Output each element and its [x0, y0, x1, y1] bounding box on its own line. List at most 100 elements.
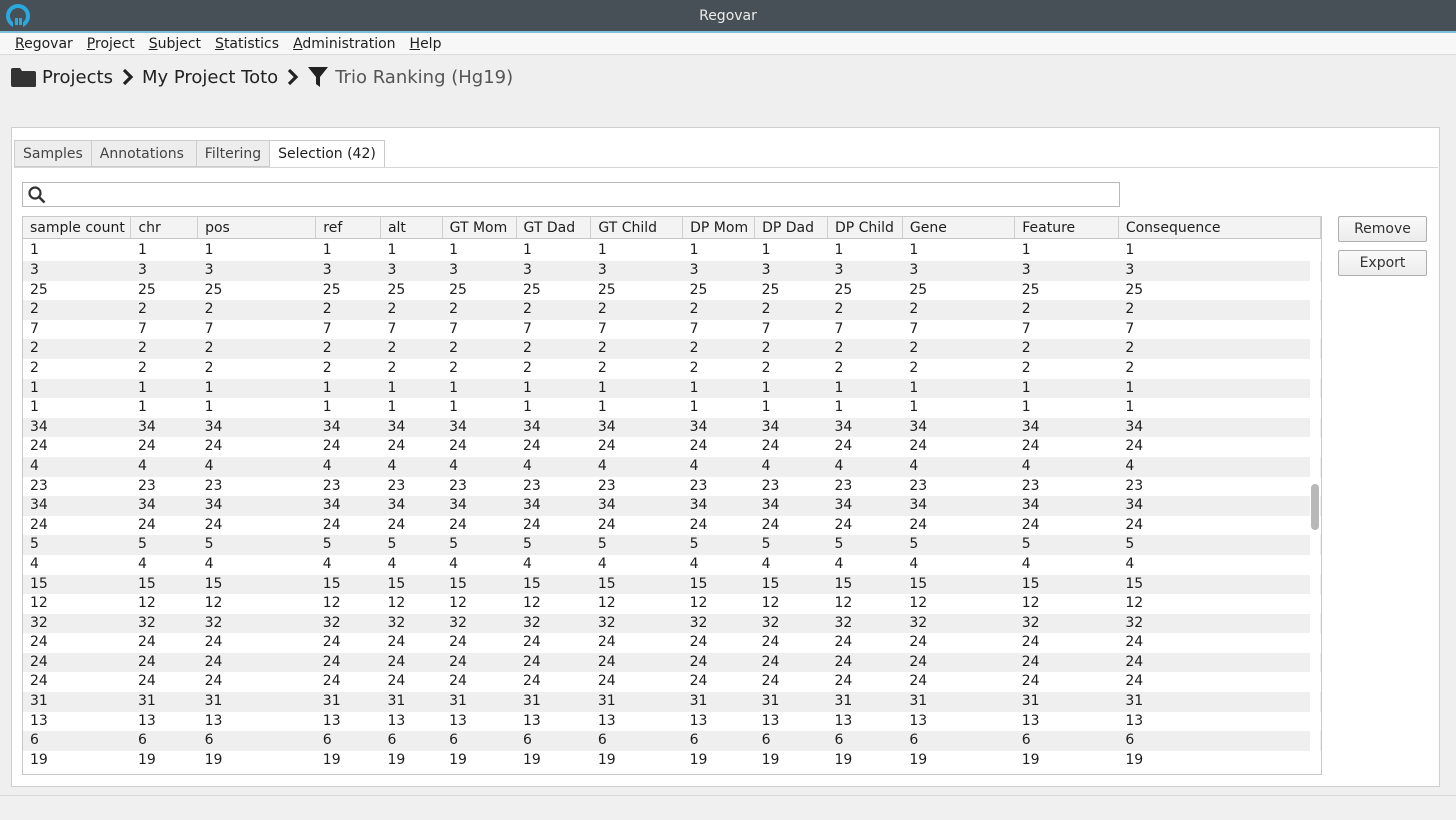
- table-cell: 31: [380, 692, 443, 712]
- table-cell: 25: [909, 281, 928, 298]
- column-header[interactable]: pos: [197, 217, 317, 239]
- menu-item[interactable]: Regovar: [8, 36, 80, 52]
- tab-selection[interactable]: Selection (42): [269, 140, 385, 168]
- table-cell: 24: [442, 652, 517, 673]
- column-header[interactable]: DP Mom: [682, 217, 756, 239]
- table-cell: 13: [834, 712, 853, 729]
- table-cell: 1: [197, 378, 316, 399]
- table-cell: 24: [387, 438, 406, 455]
- table-row[interactable]: 34 34 34 34 34 34 34 34 34 34 34 34 34 34: [23, 496, 1321, 516]
- scrollbar-thumb[interactable]: [1311, 484, 1319, 530]
- table-cell: 13: [689, 712, 708, 729]
- table-row[interactable]: 7 7 7 7 7 7 7 7 7 7 7 7 7 7: [23, 320, 1321, 340]
- column-header[interactable]: DP Child: [827, 217, 903, 239]
- column-header[interactable]: Gene: [902, 217, 1016, 239]
- table-cell: 19: [204, 751, 223, 768]
- search-input[interactable]: [48, 183, 1119, 206]
- table-cell: 34: [23, 417, 131, 438]
- table-cell: 25: [204, 281, 223, 298]
- column-header[interactable]: GT Dad: [516, 217, 592, 239]
- breadcrumb-projects[interactable]: Projects: [42, 66, 113, 88]
- menu-item[interactable]: Help: [403, 36, 449, 52]
- column-header[interactable]: alt: [380, 217, 443, 239]
- selection-table: sample count chr pos ref alt GT Mom GT Dad GT C…: [22, 216, 1322, 775]
- table-cell: 32: [197, 613, 316, 634]
- menu-item[interactable]: Project: [80, 36, 142, 52]
- table-cell: 2: [590, 300, 683, 320]
- table-row[interactable]: 24 24 24 24 24 24 24 24 24 24 24 24 24 24: [23, 633, 1321, 653]
- table-row[interactable]: 12 12 12 12 12 12 12 12 12 12 12 12 12 12: [23, 594, 1321, 614]
- table-row[interactable]: 19 19 19 19 19 19 19 19 19 19 19 19 19 19: [23, 751, 1321, 771]
- table-row[interactable]: 24 24 24 24 24 24 24 24 24 24 24 24 24 24: [23, 652, 1321, 673]
- table-cell: 4: [30, 555, 39, 572]
- table-cell: 5: [442, 535, 517, 555]
- table-cell: 24: [754, 652, 828, 673]
- table-cell: 24: [689, 634, 708, 651]
- table-row[interactable]: 24 24 24 24 24 24 24 24 24 24 24 24 24 24: [23, 437, 1321, 457]
- table-row[interactable]: 25 25 25 25 25 25 25 25 25 25 25 25 25 25: [23, 281, 1321, 301]
- table-cell: 6: [442, 731, 517, 751]
- column-header[interactable]: Consequence: [1118, 217, 1321, 239]
- table-cell: 13: [387, 712, 406, 729]
- table-row[interactable]: 23 23 23 23 23 23 23 23 23 23 23 23 23 23: [23, 477, 1321, 497]
- column-header[interactable]: GT Child: [590, 217, 684, 239]
- export-button[interactable]: Export: [1338, 250, 1427, 276]
- table-cell: 34: [23, 496, 131, 516]
- menu-item[interactable]: Subject: [142, 36, 208, 52]
- table-cell: 24: [834, 438, 853, 455]
- table-cell: 24: [761, 438, 780, 455]
- vertical-scrollbar[interactable]: [1310, 240, 1320, 774]
- table-cell: 1: [322, 242, 332, 258]
- table-cell: 24: [137, 673, 156, 690]
- table-cell: 2: [197, 339, 316, 359]
- remove-button[interactable]: Remove: [1338, 216, 1427, 242]
- table-row[interactable]: 15 15 15 15 15 15 15 15 15 15 15 15 15 15: [23, 574, 1321, 595]
- column-header[interactable]: DP Dad: [754, 217, 828, 239]
- table-cell: 24: [387, 634, 406, 651]
- table-cell: 25: [387, 281, 406, 298]
- table-cell: 34: [827, 496, 903, 516]
- table-cell: 24: [204, 516, 223, 533]
- table-row[interactable]: 13 13 13 13 13 13 13 13 13 13 13 13 13 13: [23, 712, 1321, 732]
- table-cell: 12: [689, 595, 708, 612]
- table-row[interactable]: 24 24 24 24 24 24 24 24 24 24 24 24 24 24: [23, 516, 1321, 536]
- column-header[interactable]: ref: [315, 217, 381, 239]
- table-cell: 7: [137, 320, 147, 337]
- column-header[interactable]: GT Mom: [442, 217, 517, 239]
- tab-filtering[interactable]: Filtering: [195, 140, 270, 167]
- table-cell: 4: [689, 555, 699, 572]
- table-row[interactable]: 31 31 31 31 31 31 31 31 31 31 31 31 31 31: [23, 692, 1321, 712]
- table-cell: 1: [523, 242, 532, 258]
- table-cell: 25: [834, 281, 853, 298]
- table-cell: 5: [754, 535, 828, 555]
- table-cell: 2: [682, 339, 755, 359]
- tab-annotations[interactable]: Annotations: [90, 140, 196, 167]
- column-header[interactable]: sample count: [23, 217, 132, 239]
- column-header[interactable]: chr: [130, 217, 199, 239]
- table-row[interactable]: 24 24 24 24 24 24 24 24 24 24 24 24 24 24: [23, 672, 1321, 692]
- table-row[interactable]: 32 32 32 32 32 32 32 32 32 32 32 32 32 32: [23, 613, 1321, 634]
- table-cell: 24: [761, 634, 780, 651]
- tab-samples[interactable]: Samples: [14, 140, 91, 167]
- menu-item[interactable]: Statistics: [208, 36, 286, 52]
- table-cell: 3: [682, 261, 755, 281]
- column-header[interactable]: Feature: [1014, 217, 1119, 239]
- table-cell: 1: [30, 399, 39, 416]
- table-row[interactable]: 34 34 34 34 34 34 34 34 34 34 34 34 34 34: [23, 417, 1321, 438]
- status-bar: [0, 795, 1456, 820]
- breadcrumb-project[interactable]: My Project Toto: [141, 66, 279, 88]
- menu-item[interactable]: Administration: [286, 36, 402, 52]
- table-cell: 4: [1014, 456, 1119, 477]
- table-cell: 6: [130, 731, 198, 751]
